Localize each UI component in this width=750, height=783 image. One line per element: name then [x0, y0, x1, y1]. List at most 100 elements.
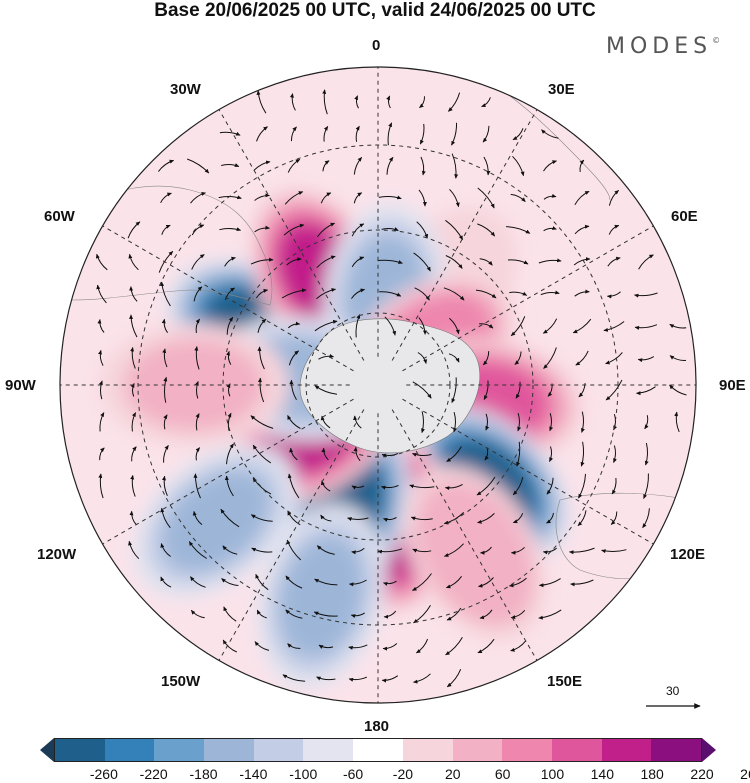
wind-arrow — [131, 446, 137, 462]
colorbar-tick-label: -260 — [89, 766, 118, 782]
wind-arrow — [157, 159, 175, 172]
lon-label-150e: 150E — [547, 673, 583, 690]
wind-arrow — [321, 447, 329, 461]
wind-arrow — [476, 476, 496, 496]
wind-arrow — [190, 192, 206, 204]
wind-arrow — [549, 413, 554, 432]
wind-arrow — [506, 226, 531, 234]
wind-arrow — [413, 673, 431, 684]
wind-arrow — [250, 415, 274, 429]
wind-arrow — [381, 227, 399, 232]
wind-arrow — [221, 163, 240, 167]
wind-arrow — [611, 477, 617, 495]
wind-arrow — [449, 188, 460, 208]
meridian-line — [218, 409, 365, 661]
wind-arrow — [195, 447, 200, 461]
wind-arrow — [162, 475, 168, 497]
wind-arrow — [95, 253, 108, 271]
wind-arrow — [543, 160, 557, 172]
wind-arrow — [257, 346, 265, 370]
wind-arrow — [377, 259, 403, 264]
wind-arrow — [193, 473, 201, 499]
wind-arrow — [257, 318, 267, 333]
wind-arrow — [379, 291, 402, 297]
modes-logo: MODES© — [606, 34, 720, 59]
wind-arrow — [603, 321, 625, 332]
lon-label-90e: 90E — [719, 377, 746, 394]
wind-arrow — [98, 380, 103, 400]
wind-arrow — [97, 319, 105, 333]
wind-arrow — [479, 258, 493, 266]
wind-arrow — [221, 578, 239, 586]
meridian-line — [102, 225, 354, 372]
wind-arrow — [287, 158, 301, 173]
wind-arrow — [287, 510, 301, 526]
wind-arrow — [224, 287, 236, 301]
wind-arrow — [257, 377, 265, 403]
wind-arrow — [605, 379, 623, 401]
wind-arrow — [419, 96, 426, 109]
colorbar-tick-label: 140 — [590, 766, 614, 782]
wind-arrow — [316, 287, 336, 300]
wind-arrow — [289, 447, 298, 461]
map-border — [59, 66, 697, 704]
wind-arrow — [98, 349, 104, 366]
wind-arrow — [510, 546, 525, 555]
wind-arrow — [669, 323, 687, 329]
wind-arrow — [255, 288, 269, 299]
wind-arrow — [160, 192, 172, 204]
wind-arrow — [254, 225, 270, 233]
wind-arrow — [510, 316, 526, 337]
wind-arrow — [350, 612, 365, 619]
colorbar-segment — [154, 739, 205, 761]
wind-arrow — [163, 444, 169, 463]
lon-label-60w: 60W — [44, 208, 75, 225]
wind-arrow — [512, 128, 524, 141]
wind-arrow — [287, 643, 301, 649]
wind-arrow — [445, 636, 463, 656]
wind-arrow — [283, 223, 305, 236]
wind-arrow — [316, 255, 336, 269]
wind-arrow — [607, 256, 621, 267]
wind-arrow — [350, 288, 366, 299]
wind-arrow — [285, 609, 303, 619]
wind-arrow — [510, 640, 526, 652]
wind-arrow — [355, 125, 360, 142]
wind-arrow — [287, 473, 300, 499]
colorbar-tick-label: -180 — [189, 766, 218, 782]
positive-anomaly — [428, 496, 522, 611]
wind-arrow — [290, 126, 297, 142]
wind-arrow — [642, 508, 650, 529]
wind-arrow — [480, 546, 492, 555]
colorbar-segment — [253, 739, 304, 761]
wind-arrow — [381, 675, 399, 683]
colorbar-tick-label: 220 — [690, 766, 714, 782]
wind-arrow — [320, 514, 332, 522]
wind-arrow — [316, 545, 335, 555]
wind-arrow — [543, 193, 557, 200]
wind-arrow — [475, 289, 497, 299]
wind-arrow — [322, 160, 330, 172]
wind-arrow — [353, 192, 363, 204]
wind-arrow — [448, 92, 461, 112]
wind-arrow — [131, 412, 137, 432]
wind-arrow — [387, 122, 393, 146]
wind-arrow — [483, 156, 491, 176]
wind-arrow — [195, 413, 200, 431]
wind-arrow — [579, 159, 585, 172]
wind-arrow — [477, 187, 495, 209]
wind-arrow — [158, 251, 174, 273]
wind-arrow — [96, 284, 107, 304]
south-america-land — [71, 185, 273, 306]
wind-arrow — [256, 609, 267, 619]
wind-arrow — [227, 412, 232, 431]
wind-arrow — [254, 193, 270, 201]
wind-arrow — [410, 516, 433, 521]
wind-arrow — [477, 223, 496, 237]
wind-arrow — [483, 380, 489, 400]
wind-arrow — [417, 352, 428, 364]
wind-arrow — [610, 511, 618, 525]
wind-arrow — [479, 609, 493, 620]
wind-arrow — [512, 155, 525, 177]
wind-arrow — [575, 350, 589, 366]
